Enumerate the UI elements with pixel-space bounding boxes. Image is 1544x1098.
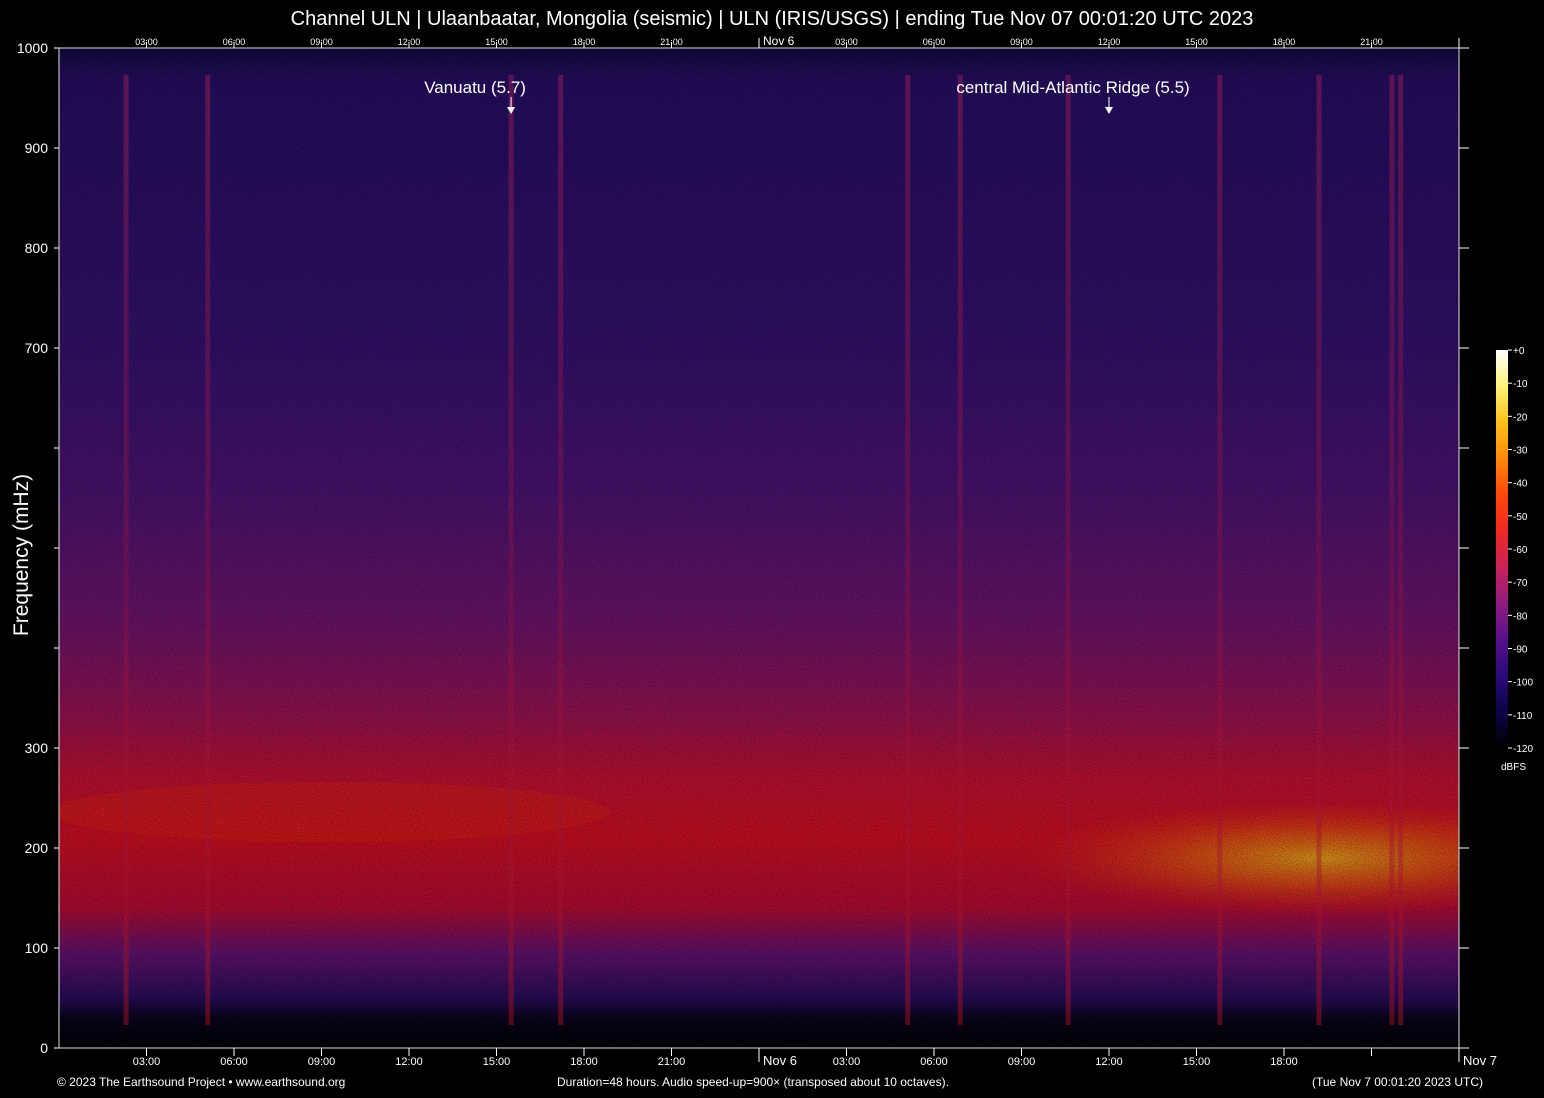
x-tick-label-top: 18:00	[573, 37, 596, 47]
colorbar-tick-label: -10	[1513, 379, 1528, 390]
colorbar-tick-label: -30	[1513, 446, 1528, 457]
event-annotations: Vanuatu (5.7) central Mid-Atlantic Ridge …	[424, 78, 1190, 114]
y-tick-label: 300	[25, 740, 49, 756]
speckle-texture	[59, 48, 1459, 1048]
x-tick-label: 21:00	[658, 1056, 686, 1068]
colorbar-tick-label: -80	[1513, 611, 1528, 622]
y-tick-label: 700	[25, 340, 49, 356]
y-axis-label: Frequency (mHz)	[10, 473, 33, 637]
plot-area	[59, 48, 1459, 1048]
x-tick-label: Nov 6	[763, 1053, 797, 1068]
x-tick-label: 03:00	[133, 1056, 161, 1068]
x-tick-label-top: Nov 6	[763, 34, 795, 48]
x-tick-label: 06:00	[920, 1056, 948, 1068]
colorbar-tick-label: -40	[1513, 479, 1528, 490]
footer-duration: Duration=48 hours. Audio speed-up=900× (…	[557, 1075, 949, 1089]
x-tick-label-top: 15:00	[1185, 37, 1208, 47]
x-tick-label: 15:00	[1183, 1056, 1211, 1068]
colorbar-tick-label: -20	[1513, 412, 1528, 423]
x-axis: 03:00 03:00 06:00 06:00 09:00 09:00 12:00 12:00…	[133, 34, 1497, 1068]
x-tick-label: 18:00	[570, 1056, 598, 1068]
x-tick-label: 06:00	[220, 1056, 248, 1068]
colorbar-tick-label: -90	[1513, 645, 1528, 656]
y-tick-label: 900	[25, 140, 49, 156]
x-tick-label-top: 03:00	[135, 37, 158, 47]
colorbar-gradient	[1496, 350, 1508, 748]
colorbar-tick-label: -50	[1513, 512, 1528, 523]
x-tick-label-top: 03:00	[835, 37, 858, 47]
x-tick-label-top: 21:00	[660, 37, 683, 47]
x-tick-label: 18:00	[1270, 1056, 1298, 1068]
colorbar-tick-label: -60	[1513, 545, 1528, 556]
x-tick-label-top: 12:00	[1098, 37, 1121, 47]
x-tick-label-top: 06:00	[223, 37, 246, 47]
y-axis: 0 100 200 300 700 800 900 1000	[17, 40, 1469, 1056]
x-tick-label-top: 09:00	[310, 37, 333, 47]
x-tick-label: 09:00	[308, 1056, 336, 1068]
chart-title: Channel ULN | Ulaanbaatar, Mongolia (sei…	[290, 8, 1254, 30]
y-tick-label: 800	[25, 240, 49, 256]
x-tick-label: 09:00	[1008, 1056, 1036, 1068]
x-tick-label-top: 06:00	[923, 37, 946, 47]
footer-timestamp: (Tue Nov 7 00:01:20 2023 UTC)	[1312, 1075, 1483, 1089]
x-tick-label-top: 18:00	[1273, 37, 1296, 47]
annotation-arrow-head	[1105, 107, 1113, 114]
y-tick-label: 100	[25, 940, 49, 956]
x-tick-label: 03:00	[833, 1056, 861, 1068]
x-tick-label-top: 09:00	[1010, 37, 1033, 47]
colorbar-tick-label: +0	[1513, 346, 1525, 357]
x-tick-label: 15:00	[483, 1056, 511, 1068]
y-tick-label: 1000	[17, 40, 48, 56]
x-tick-label-top: 12:00	[398, 37, 421, 47]
x-tick-label: Nov 7	[1463, 1053, 1497, 1068]
colorbar: +0 -10 -20 -30 -40 -50 -60 -70 -80 -90 -100 -110 -12…	[1496, 346, 1533, 755]
colorbar-tick-label: -120	[1513, 744, 1533, 755]
x-tick-label: 12:00	[1095, 1056, 1123, 1068]
y-tick-label: 0	[40, 1040, 48, 1056]
colorbar-tick-label: -70	[1513, 578, 1528, 589]
annotation-label: Vanuatu (5.7)	[424, 78, 526, 97]
colorbar-tick-label: -110	[1513, 711, 1533, 722]
y-tick-label: 200	[25, 840, 49, 856]
footer-copyright: © 2023 The Earthsound Project • www.eart…	[57, 1075, 346, 1089]
x-tick-label-top: 15:00	[485, 37, 508, 47]
annotation-arrow-head	[507, 107, 516, 114]
x-tick-label-top: 21:00	[1360, 37, 1383, 47]
colorbar-tick-label: -100	[1513, 678, 1533, 689]
annotation-label: central Mid-Atlantic Ridge (5.5)	[956, 78, 1189, 97]
x-tick-label: 12:00	[395, 1056, 423, 1068]
colorbar-unit: dBFS	[1501, 762, 1527, 773]
